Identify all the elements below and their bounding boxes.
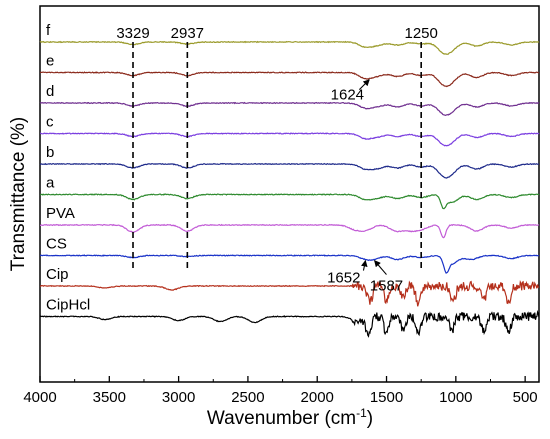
series-line-a — [39, 193, 540, 210]
series-label-d: d — [46, 83, 54, 100]
x-axis-ticks: 4000 3500 3000 2500 2000 1500 1000 500 — [23, 376, 538, 406]
series-line-pva — [40, 223, 540, 239]
series-layer — [39, 40, 540, 338]
annotation-label-1624: 1624 — [331, 87, 364, 104]
x-tick-label-1000: 1000 — [439, 389, 472, 406]
series-label-pva: PVA — [46, 205, 75, 222]
series-label-e: e — [46, 53, 54, 70]
reference-label-2937: 2937 — [171, 25, 204, 42]
annotation-arrow-1624 — [358, 79, 370, 91]
series-label-ciphcl: CipHcl — [46, 297, 90, 314]
series-line-ciphcl — [39, 309, 540, 338]
x-axis-title: Wavenumber (cm-1) — [207, 406, 373, 429]
series-line-cs — [39, 254, 540, 274]
plot-frame — [39, 5, 540, 383]
series-line-f — [39, 40, 540, 55]
series-line-e — [39, 71, 540, 88]
reference-label-1250: 1250 — [404, 25, 437, 42]
series-label-f: f — [46, 22, 51, 39]
series-label-b: b — [46, 144, 54, 161]
series-line-d — [39, 101, 540, 117]
annotation-arrow-1652 — [361, 259, 368, 271]
x-tick-label-1500: 1500 — [370, 389, 403, 406]
x-tick-label-500: 500 — [513, 389, 538, 406]
series-line-c — [40, 132, 540, 147]
series-label-a: a — [46, 175, 55, 192]
x-axis-title-superscript: -1 — [356, 406, 367, 420]
annotation-arrow-1587 — [374, 260, 387, 275]
series-line-b — [39, 162, 540, 179]
annotation-label-1587: 1587 — [370, 278, 403, 295]
annotations: 1624 1652 1587 — [327, 79, 403, 295]
reference-label-3329: 3329 — [116, 25, 149, 42]
y-axis-title: Transmittance (%) — [8, 117, 29, 272]
series-label-cip: Cip — [46, 266, 69, 283]
series-label-c: c — [46, 114, 54, 131]
annotation-label-1652: 1652 — [327, 270, 360, 287]
x-tick-label-2000: 2000 — [301, 389, 334, 406]
x-tick-label-4000: 4000 — [23, 389, 56, 406]
series-line-cip — [39, 279, 539, 307]
series-label-cs: CS — [46, 236, 67, 253]
x-tick-label-3500: 3500 — [93, 389, 126, 406]
reference-lines: 3329 2937 1250 — [116, 25, 438, 268]
x-tick-label-3000: 3000 — [162, 389, 195, 406]
x-tick-label-2500: 2500 — [231, 389, 264, 406]
